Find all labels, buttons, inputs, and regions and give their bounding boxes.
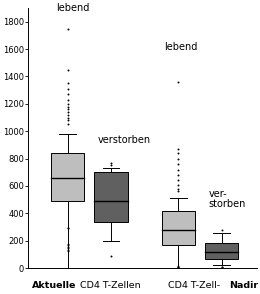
Text: verstorben: verstorben [98,135,151,145]
Text: CD4 T-Zell-: CD4 T-Zell- [168,280,220,290]
Bar [94,172,128,222]
Text: lebend: lebend [164,42,197,52]
Bar [205,243,238,259]
Text: CD4 T-Zellen: CD4 T-Zellen [77,280,140,290]
Text: ver-
storben: ver- storben [208,189,246,209]
Text: lebend: lebend [56,4,89,14]
Text: Aktuelle: Aktuelle [32,280,77,290]
Bar [162,211,195,245]
Text: Nadir: Nadir [230,280,259,290]
Bar [51,153,84,201]
